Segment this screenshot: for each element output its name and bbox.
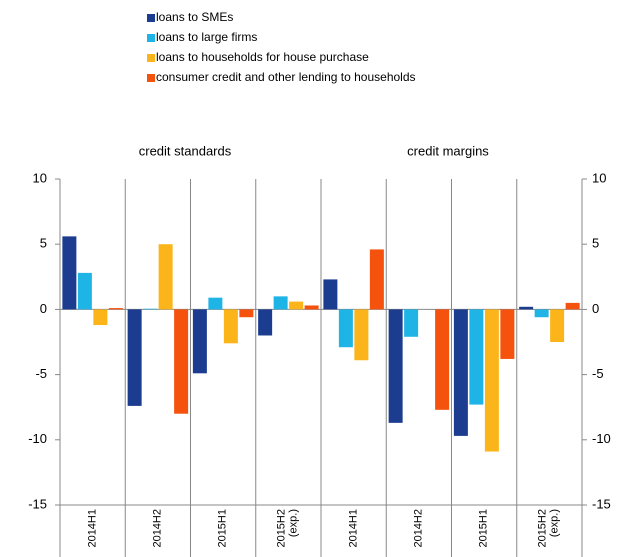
bar bbox=[108, 308, 123, 310]
bar bbox=[369, 249, 384, 310]
legend-swatch bbox=[147, 34, 155, 42]
x-tick-label: 2014H2 bbox=[412, 509, 425, 548]
bar bbox=[143, 308, 158, 310]
bar bbox=[239, 309, 254, 318]
panel-title: credit margins bbox=[407, 143, 489, 158]
y-tick-label: 5 bbox=[40, 236, 47, 251]
y-tick-label: -10 bbox=[28, 431, 47, 446]
bar bbox=[158, 244, 173, 310]
bar bbox=[223, 309, 238, 344]
y-tick-label: -15 bbox=[28, 496, 47, 511]
bar bbox=[77, 272, 92, 310]
bar bbox=[304, 305, 319, 310]
bar bbox=[192, 309, 207, 374]
bar bbox=[534, 309, 549, 318]
bar bbox=[469, 309, 484, 405]
bar bbox=[550, 309, 565, 342]
x-tick-label: 2015H1 bbox=[216, 509, 229, 548]
bar bbox=[273, 296, 288, 310]
legend-label: consumer credit and other lending to hou… bbox=[156, 70, 416, 84]
bar bbox=[404, 309, 419, 337]
x-tick-label: 2014H2 bbox=[151, 509, 164, 548]
y2-tick-label: 0 bbox=[592, 301, 599, 316]
bar bbox=[500, 309, 515, 359]
bar bbox=[93, 309, 108, 326]
y2-tick-label: -5 bbox=[592, 366, 604, 381]
bar bbox=[62, 236, 77, 310]
bar bbox=[565, 302, 580, 310]
bar bbox=[354, 309, 369, 361]
bar bbox=[208, 297, 223, 310]
y-tick-label: -5 bbox=[35, 366, 47, 381]
bar bbox=[127, 309, 142, 406]
legend-label: loans to SMEs bbox=[156, 10, 233, 24]
bar bbox=[519, 306, 534, 310]
y-tick-label: 0 bbox=[40, 301, 47, 316]
y2-tick-label: -10 bbox=[592, 431, 611, 446]
bar bbox=[435, 309, 450, 410]
legend: loans to SMEs loans to large firms loans t… bbox=[147, 10, 416, 84]
y2-tick-label: 10 bbox=[592, 170, 606, 185]
y-tick-label: 10 bbox=[33, 170, 47, 185]
bar bbox=[289, 301, 304, 310]
legend-label: loans to large firms bbox=[156, 30, 257, 44]
x-tick-label: 2015H2 (exp.) bbox=[275, 509, 300, 548]
legend-label: loans to households for house purchase bbox=[156, 50, 369, 64]
bar bbox=[323, 279, 338, 310]
bar bbox=[388, 309, 403, 423]
bar bbox=[174, 309, 189, 414]
legend-swatch bbox=[147, 54, 155, 62]
legend-swatch bbox=[147, 74, 155, 82]
legend-swatch bbox=[147, 14, 155, 22]
x-tick-label: 2015H1 bbox=[477, 509, 490, 548]
y2-tick-label: -15 bbox=[592, 496, 611, 511]
y2-tick-label: 5 bbox=[592, 236, 599, 251]
bar bbox=[484, 309, 499, 452]
panel-title: credit standards bbox=[139, 143, 232, 158]
x-tick-label: 2015H2 (exp.) bbox=[536, 509, 561, 548]
x-tick-label: 2014H1 bbox=[347, 509, 360, 548]
bar bbox=[453, 309, 468, 436]
bar bbox=[258, 309, 273, 336]
bar bbox=[338, 309, 353, 348]
x-tick-label: 2014H1 bbox=[86, 509, 99, 548]
